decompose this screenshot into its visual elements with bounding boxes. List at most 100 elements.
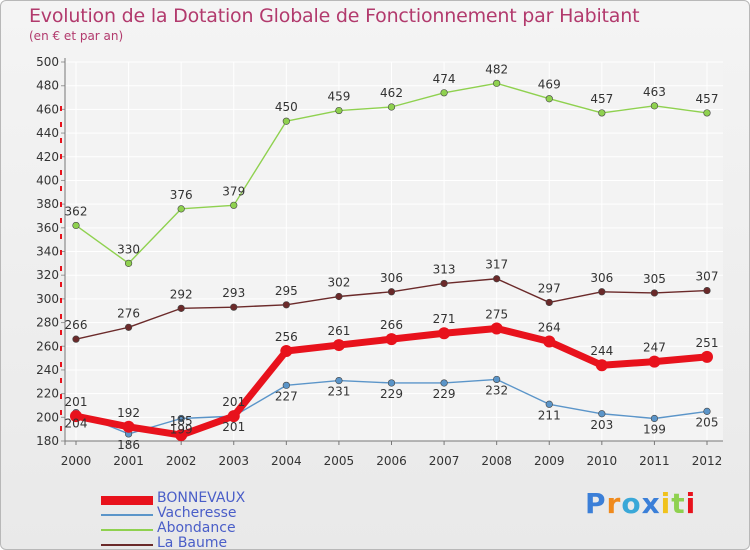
data-label: 201 bbox=[65, 395, 88, 409]
data-label: 306 bbox=[380, 271, 403, 285]
legend-swatch bbox=[101, 529, 153, 531]
data-point bbox=[440, 279, 448, 288]
data-label: 317 bbox=[485, 258, 508, 272]
data-point bbox=[650, 102, 659, 110]
data-label: 211 bbox=[538, 408, 561, 422]
y-tick-label: 260 bbox=[36, 339, 59, 353]
data-point bbox=[493, 275, 501, 283]
legend-label: Vacheresse bbox=[157, 505, 237, 521]
data-point bbox=[543, 335, 556, 348]
data-point bbox=[177, 304, 185, 312]
plot-area bbox=[65, 58, 723, 441]
legend-swatch bbox=[101, 495, 153, 505]
data-point bbox=[440, 379, 448, 387]
y-tick-label: 300 bbox=[36, 292, 59, 306]
chart-title: Evolution de la Dotation Globale de Fonc… bbox=[29, 5, 640, 27]
data-label: 199 bbox=[170, 422, 193, 436]
y-tick-label: 340 bbox=[36, 245, 59, 259]
data-label: 251 bbox=[696, 336, 719, 350]
data-label: 266 bbox=[65, 318, 88, 332]
data-point bbox=[650, 289, 659, 297]
data-label: 457 bbox=[696, 92, 719, 106]
data-label: 297 bbox=[538, 281, 561, 295]
data-point bbox=[545, 95, 553, 103]
x-tick-label: 2011 bbox=[639, 454, 670, 468]
data-point bbox=[70, 410, 82, 423]
x-tick-label: 2006 bbox=[376, 454, 407, 468]
data-label: 192 bbox=[117, 406, 140, 420]
data-point bbox=[438, 327, 451, 340]
proxiti-logo: Proxiti bbox=[585, 487, 697, 520]
data-point bbox=[230, 303, 238, 311]
data-point bbox=[280, 344, 293, 357]
data-point bbox=[387, 379, 396, 387]
x-tick-label: 2001 bbox=[113, 454, 144, 468]
data-point bbox=[648, 355, 661, 368]
data-label: 313 bbox=[433, 262, 456, 276]
data-point bbox=[703, 407, 711, 415]
data-label: 261 bbox=[327, 324, 350, 338]
data-label: 199 bbox=[643, 422, 666, 436]
data-point bbox=[440, 89, 448, 97]
data-point bbox=[175, 429, 188, 442]
data-label: 205 bbox=[696, 415, 719, 429]
data-point bbox=[387, 103, 396, 111]
x-tick-label: 2007 bbox=[429, 454, 460, 468]
data-label: 229 bbox=[380, 387, 403, 401]
data-point bbox=[385, 333, 398, 346]
data-label: 306 bbox=[590, 271, 613, 285]
data-point bbox=[701, 350, 713, 363]
x-tick-label: 2004 bbox=[271, 454, 302, 468]
data-label: 450 bbox=[275, 100, 298, 114]
y-tick-label: 200 bbox=[36, 410, 59, 424]
data-point bbox=[335, 292, 343, 301]
legend-swatch bbox=[101, 544, 153, 546]
data-label: 376 bbox=[170, 188, 193, 202]
data-label: 469 bbox=[538, 78, 561, 92]
y-tick-label: 180 bbox=[36, 434, 59, 448]
data-point bbox=[335, 106, 343, 115]
data-label: 227 bbox=[275, 389, 298, 403]
y-tick-label: 240 bbox=[36, 363, 59, 377]
data-point bbox=[598, 410, 606, 418]
data-label: 244 bbox=[590, 344, 613, 358]
x-tick-label: 2003 bbox=[218, 454, 249, 468]
data-label: 302 bbox=[327, 276, 350, 290]
data-point bbox=[72, 335, 80, 343]
y-tick-label: 480 bbox=[36, 79, 59, 93]
data-point bbox=[493, 79, 501, 87]
data-point bbox=[335, 376, 343, 385]
data-point bbox=[545, 400, 553, 408]
y-tick-label: 400 bbox=[36, 173, 59, 187]
data-point bbox=[332, 339, 345, 352]
data-label: 379 bbox=[222, 184, 245, 198]
data-label: 459 bbox=[327, 90, 350, 104]
chart-subtitle: (en € et par an) bbox=[29, 29, 124, 43]
x-tick-label: 2002 bbox=[166, 454, 197, 468]
data-label: 231 bbox=[327, 385, 350, 399]
x-tick-label: 2010 bbox=[587, 454, 618, 468]
y-tick-label: 360 bbox=[36, 221, 59, 235]
legend-swatch bbox=[101, 514, 153, 516]
data-point bbox=[282, 381, 290, 389]
data-label: 482 bbox=[485, 62, 508, 76]
data-label: 204 bbox=[65, 417, 88, 431]
legend-label: La Baume bbox=[157, 535, 228, 550]
data-point bbox=[703, 286, 711, 295]
data-label: 185 bbox=[170, 414, 193, 428]
y-tick-label: 220 bbox=[36, 387, 59, 401]
data-point bbox=[650, 414, 659, 423]
data-label: 203 bbox=[590, 418, 613, 432]
data-label: 201 bbox=[222, 395, 245, 409]
data-label: 275 bbox=[485, 307, 508, 321]
data-point bbox=[122, 420, 135, 433]
data-point bbox=[598, 109, 606, 117]
y-tick-label: 280 bbox=[36, 316, 59, 330]
data-label: 305 bbox=[643, 272, 666, 286]
data-label: 229 bbox=[433, 387, 456, 401]
data-label: 232 bbox=[485, 383, 508, 397]
legend-label: Abondance bbox=[157, 520, 236, 536]
data-label: 307 bbox=[696, 270, 719, 284]
data-label: 201 bbox=[222, 420, 245, 434]
